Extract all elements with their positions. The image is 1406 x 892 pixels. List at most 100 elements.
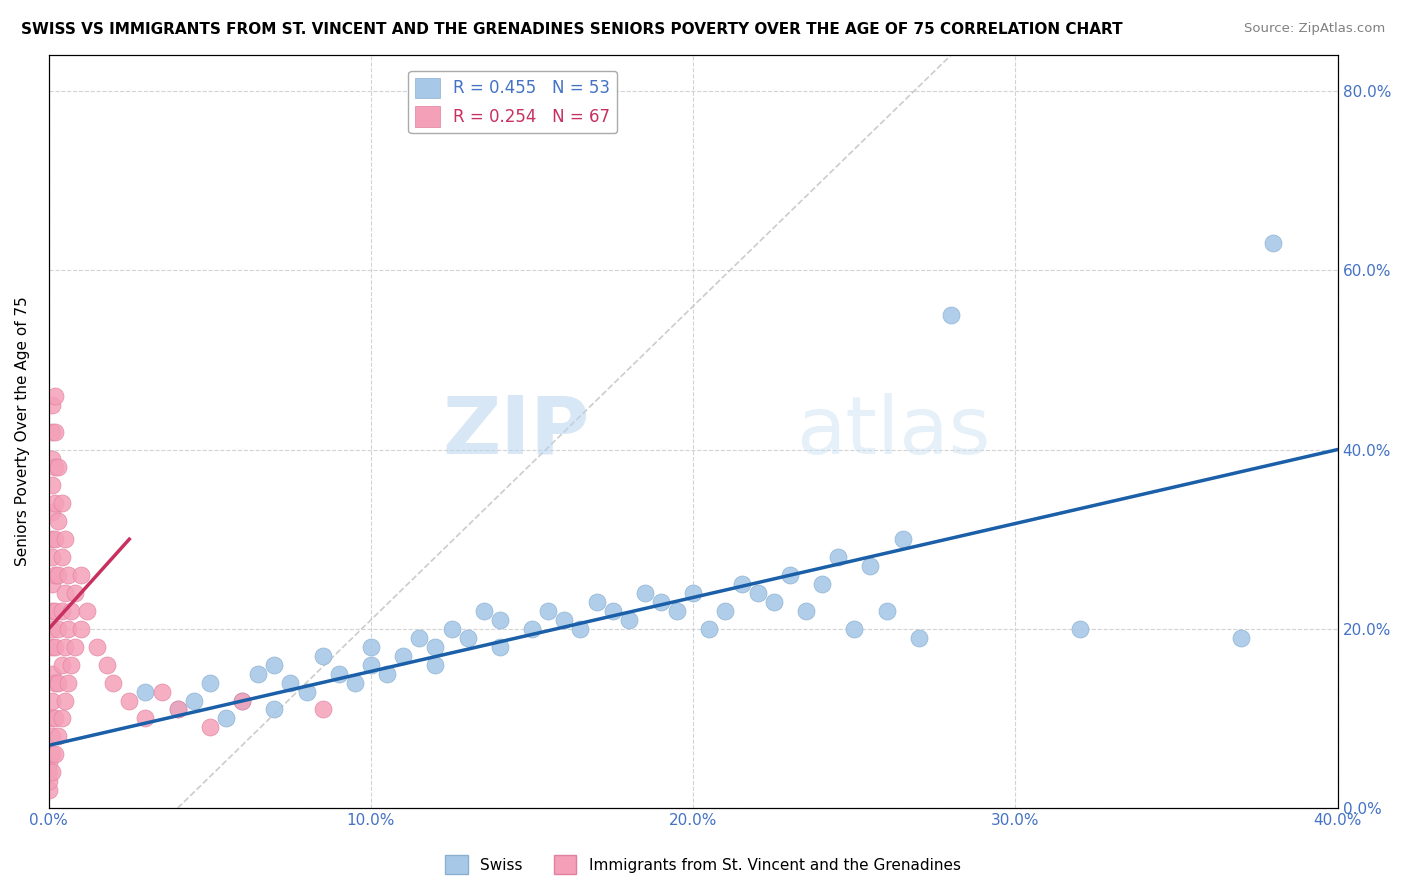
Point (60, 657, 83, 672)
Point (939, 308, 962, 322)
Point (96, 657, 118, 672)
Point (1263, 236, 1285, 251)
Point (70, 568, 93, 582)
Point (118, 693, 141, 707)
Point (53, 532, 76, 546)
Point (730, 577, 752, 591)
Point (103, 675, 125, 690)
Point (44, 711, 66, 725)
Point (76, 604, 98, 618)
Point (41, 451, 63, 466)
Point (38, 765, 60, 780)
Point (440, 622, 463, 636)
Point (51, 496, 73, 510)
Point (183, 693, 205, 707)
Point (263, 702, 285, 716)
Point (48, 730, 70, 744)
Point (150, 684, 173, 698)
Point (41, 478, 63, 492)
Point (392, 648, 415, 663)
Point (263, 657, 285, 672)
Point (747, 586, 769, 600)
Point (697, 622, 720, 636)
Point (53, 586, 76, 600)
Point (489, 640, 512, 654)
Point (48, 514, 70, 528)
Point (489, 613, 512, 627)
Point (343, 675, 366, 690)
Point (38, 783, 60, 797)
Point (51, 550, 73, 565)
Point (38, 774, 60, 789)
Point (408, 631, 430, 645)
Point (41, 622, 63, 636)
Point (48, 675, 70, 690)
Point (41, 398, 63, 412)
Point (360, 657, 382, 672)
Point (41, 640, 63, 654)
Point (63, 586, 86, 600)
Point (41, 730, 63, 744)
Point (41, 550, 63, 565)
Point (48, 568, 70, 582)
Point (585, 595, 607, 609)
Point (198, 720, 221, 734)
Point (537, 604, 560, 618)
Point (844, 622, 866, 636)
Point (553, 613, 575, 627)
Point (44, 460, 66, 475)
Point (53, 640, 76, 654)
Legend: R = 0.455   N = 53, R = 0.254   N = 67: R = 0.455 N = 53, R = 0.254 N = 67 (408, 71, 617, 133)
Point (247, 666, 270, 681)
Point (53, 693, 76, 707)
Point (425, 657, 447, 672)
Point (295, 684, 318, 698)
Point (60, 604, 83, 618)
Point (41, 604, 63, 618)
Point (425, 640, 447, 654)
Point (51, 657, 73, 672)
Point (907, 631, 929, 645)
Point (714, 604, 737, 618)
Point (311, 648, 333, 663)
Point (41, 711, 63, 725)
Point (86, 640, 108, 654)
Point (41, 577, 63, 591)
Point (650, 595, 672, 609)
Point (166, 702, 188, 716)
Legend: Swiss, Immigrants from St. Vincent and the Grenadines: Swiss, Immigrants from St. Vincent and t… (439, 849, 967, 880)
Point (876, 604, 898, 618)
Point (811, 577, 834, 591)
Point (44, 496, 66, 510)
Point (56, 568, 79, 582)
Point (375, 666, 398, 681)
Text: Source: ZipAtlas.com: Source: ZipAtlas.com (1244, 22, 1385, 36)
Point (634, 586, 657, 600)
Point (166, 702, 188, 716)
Point (44, 425, 66, 439)
Point (891, 532, 914, 546)
Point (134, 684, 156, 698)
Point (827, 550, 849, 565)
Point (472, 604, 495, 618)
Point (198, 675, 221, 690)
Text: atlas: atlas (796, 392, 991, 471)
Text: ZIP: ZIP (443, 392, 591, 471)
Point (70, 622, 93, 636)
Point (794, 604, 817, 618)
Point (360, 640, 382, 654)
Point (666, 604, 689, 618)
Point (56, 675, 79, 690)
Point (617, 613, 640, 627)
Point (231, 693, 253, 707)
Point (1069, 622, 1091, 636)
Point (602, 604, 624, 618)
Point (41, 425, 63, 439)
Point (859, 559, 882, 574)
Point (48, 460, 70, 475)
Point (1230, 631, 1253, 645)
Point (328, 666, 350, 681)
Point (56, 622, 79, 636)
Point (762, 595, 785, 609)
Point (44, 747, 66, 762)
